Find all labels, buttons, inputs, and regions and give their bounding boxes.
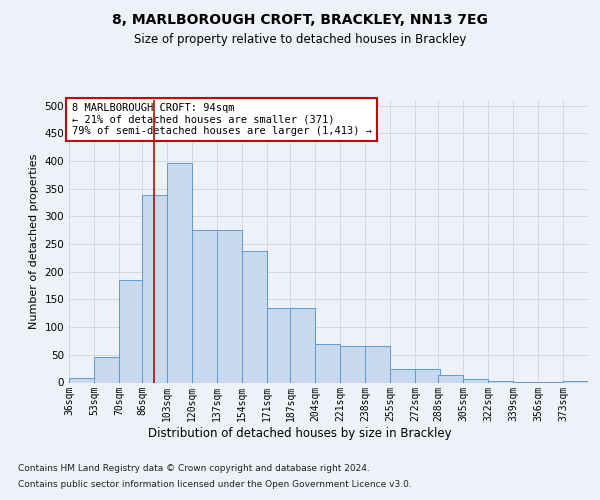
Text: 8, MARLBOROUGH CROFT, BRACKLEY, NN13 7EG: 8, MARLBOROUGH CROFT, BRACKLEY, NN13 7EG	[112, 12, 488, 26]
Bar	[242, 250, 267, 382]
Bar	[142, 196, 167, 382]
Bar	[439, 376, 463, 382]
Bar	[267, 308, 292, 382]
Bar	[167, 163, 192, 382]
Text: Distribution of detached houses by size in Brackley: Distribution of detached houses by size …	[148, 428, 452, 440]
Text: Size of property relative to detached houses in Brackley: Size of property relative to detached ho…	[134, 32, 466, 46]
Text: Contains HM Land Registry data © Crown copyright and database right 2024.: Contains HM Land Registry data © Crown c…	[18, 464, 370, 473]
Bar	[192, 230, 217, 382]
Y-axis label: Number of detached properties: Number of detached properties	[29, 154, 39, 329]
Bar	[69, 378, 94, 382]
Bar	[217, 230, 242, 382]
Bar	[390, 368, 415, 382]
Bar	[94, 357, 119, 382]
Bar	[365, 346, 390, 382]
Bar	[290, 308, 316, 382]
Bar	[415, 368, 440, 382]
Bar	[340, 346, 365, 382]
Bar	[119, 280, 144, 382]
Bar	[316, 344, 340, 382]
Text: Contains public sector information licensed under the Open Government Licence v3: Contains public sector information licen…	[18, 480, 412, 489]
Bar	[463, 379, 488, 382]
Text: 8 MARLBOROUGH CROFT: 94sqm
← 21% of detached houses are smaller (371)
79% of sem: 8 MARLBOROUGH CROFT: 94sqm ← 21% of deta…	[71, 103, 371, 136]
